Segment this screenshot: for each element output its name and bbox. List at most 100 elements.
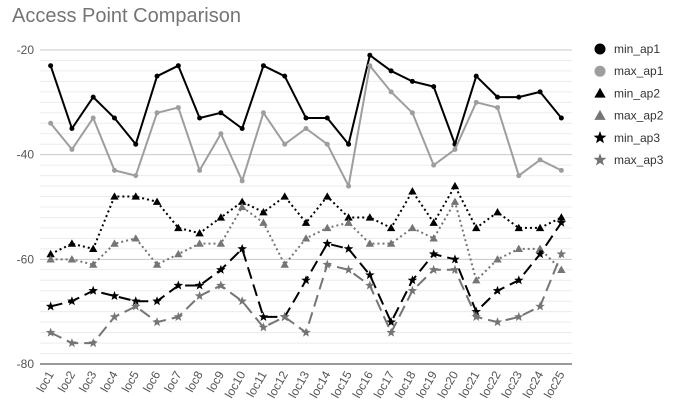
data-point [69, 146, 75, 152]
data-point [322, 259, 333, 269]
data-point [388, 89, 394, 95]
series-max_ap3 [45, 249, 567, 348]
data-point [407, 275, 418, 285]
data-point [46, 249, 55, 258]
data-point [408, 187, 417, 195]
legend-item: min_ap3 [593, 131, 660, 145]
data-point [237, 243, 247, 253]
legend-label: min_ap3 [614, 131, 660, 145]
data-point [388, 68, 394, 74]
data-point [535, 244, 545, 253]
x-tick-label: loc22 [477, 368, 504, 400]
legend: min_ap1 max_ap1 min_ap2 max_ap2 min_ap3 max_a… [593, 42, 664, 167]
data-point [111, 167, 117, 173]
data-point [45, 327, 56, 337]
data-point [131, 301, 141, 311]
data-point [301, 218, 311, 226]
data-point [69, 126, 75, 131]
x-tick-label: loc7 [161, 368, 184, 394]
data-point [408, 223, 417, 232]
legend-marker [594, 43, 606, 55]
data-point [386, 327, 396, 337]
x-tick-label: loc13 [286, 368, 313, 400]
data-point [493, 255, 502, 263]
x-tick-label: loc16 [350, 368, 377, 400]
data-point [216, 264, 226, 274]
data-point [303, 115, 309, 121]
data-point [365, 213, 375, 221]
data-point [428, 249, 439, 259]
legend-item: max_ap1 [594, 64, 664, 78]
data-point [450, 197, 460, 205]
x-tick-label: loc1 [34, 368, 57, 394]
x-tick-label: loc12 [264, 368, 291, 400]
data-point [514, 244, 523, 253]
data-point [133, 173, 139, 179]
data-point [110, 239, 119, 247]
legend-marker [594, 87, 606, 98]
data-point [89, 244, 98, 253]
data-point [344, 213, 353, 221]
data-point [535, 223, 545, 232]
legend-item: min_ap1 [594, 42, 660, 56]
data-point [109, 290, 120, 301]
data-point [197, 167, 203, 173]
data-point [175, 63, 181, 69]
data-point [258, 311, 269, 321]
data-point [111, 115, 117, 121]
data-point [89, 260, 98, 268]
x-tick-label: loc24 [520, 368, 547, 400]
x-tick-label: loc10 [222, 368, 249, 400]
x-tick-label: loc20 [435, 368, 462, 400]
legend-item: max_ap3 [593, 153, 664, 167]
data-point [131, 192, 140, 200]
data-point [473, 73, 479, 79]
x-tick-label: loc5 [119, 368, 142, 394]
data-point [514, 275, 524, 285]
data-point [409, 110, 415, 116]
data-point [131, 234, 140, 242]
legend-label: min_ap2 [614, 86, 660, 100]
data-point [343, 264, 354, 274]
x-tick-label: loc6 [140, 368, 163, 394]
data-point [346, 183, 352, 189]
data-point [239, 126, 245, 131]
x-tick-label: loc23 [499, 368, 526, 400]
legend-label: max_ap2 [614, 109, 664, 123]
data-point [431, 84, 437, 90]
data-point [450, 254, 460, 264]
data-point [558, 167, 564, 173]
data-point [67, 255, 77, 263]
legend-label: max_ap3 [614, 153, 664, 167]
data-point [218, 131, 224, 137]
data-point [516, 173, 522, 179]
data-point [109, 311, 120, 321]
data-point [194, 290, 205, 301]
data-point [473, 99, 479, 105]
legend-item: min_ap2 [594, 86, 660, 100]
data-point [495, 105, 501, 111]
data-point [365, 239, 375, 247]
data-point [45, 301, 56, 311]
data-point [131, 296, 141, 306]
data-point [471, 311, 481, 321]
data-point [367, 52, 373, 58]
data-point [174, 249, 183, 258]
data-point [558, 115, 564, 121]
y-tick-label: -80 [17, 357, 35, 371]
data-point [471, 306, 481, 316]
data-point [90, 94, 96, 100]
chart-title: Access Point Comparison [12, 5, 241, 27]
data-point [216, 280, 226, 290]
data-point [365, 280, 375, 290]
x-tick-label: loc18 [392, 368, 419, 400]
legend-marker [594, 109, 606, 120]
data-point [218, 110, 224, 116]
data-point [495, 94, 501, 100]
data-point [197, 115, 203, 121]
data-point [472, 223, 481, 232]
data-point [282, 141, 288, 147]
data-point [301, 327, 311, 337]
y-tick-label: -20 [17, 43, 35, 57]
